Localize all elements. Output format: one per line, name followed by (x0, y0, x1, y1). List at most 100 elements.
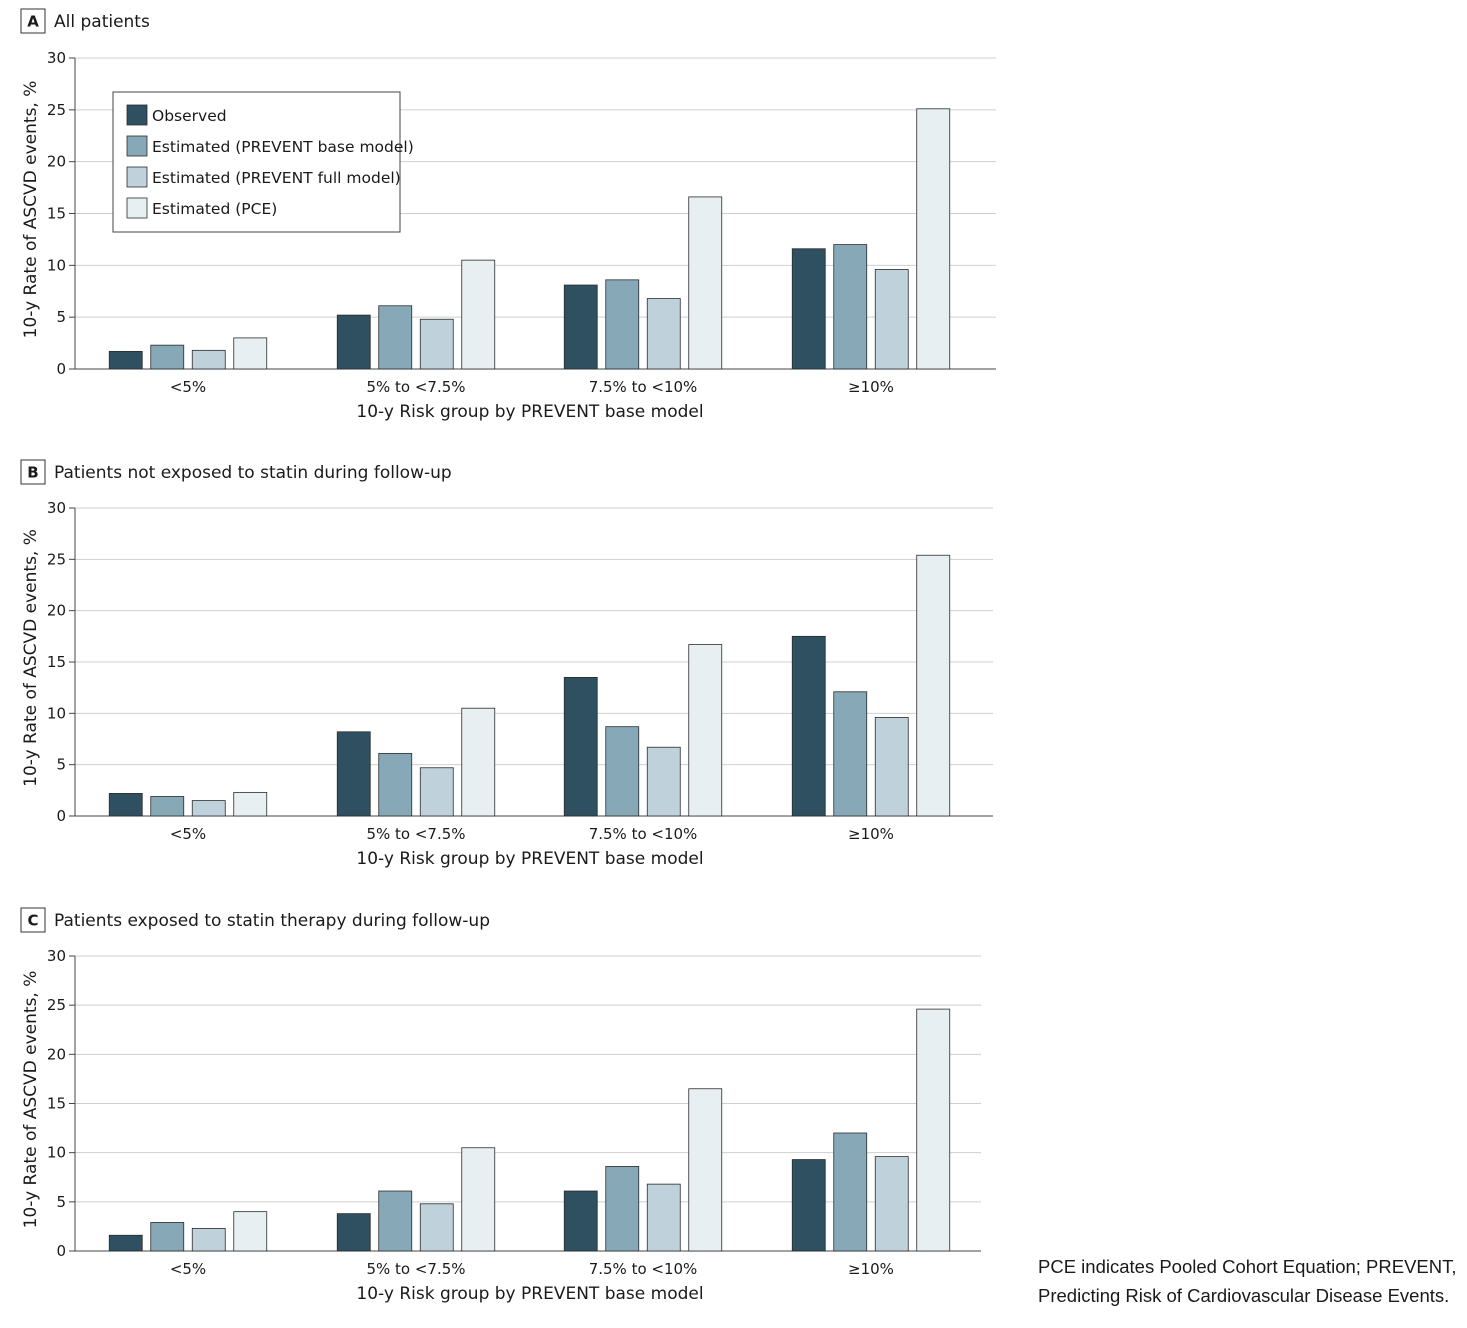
legend-swatch (126, 166, 148, 188)
y-tick-label: 10 (47, 256, 66, 274)
x-tick-label: 7.5% to <10% (589, 825, 698, 843)
legend-swatch (126, 104, 148, 126)
bar (150, 344, 185, 370)
panel-c: C Patients exposed to statin therapy duri… (20, 907, 981, 1304)
y-tick-label: 25 (47, 101, 66, 119)
x-tick-label: 7.5% to <10% (589, 378, 698, 396)
x-tick-label: <5% (170, 378, 206, 396)
bar (419, 767, 454, 817)
y-tick-label: 15 (47, 653, 66, 671)
panel-letter: C (27, 912, 38, 930)
panel-letter: B (27, 464, 38, 482)
x-tick-label: 5% to <7.5% (366, 1260, 465, 1278)
bar (791, 248, 826, 370)
y-tick-label: 10 (47, 1144, 66, 1162)
bar (916, 108, 951, 370)
bar (108, 1234, 143, 1252)
bar (108, 350, 143, 370)
x-tick-label: ≥10% (848, 825, 894, 843)
bar (605, 726, 640, 817)
bar (191, 1227, 226, 1252)
bar (419, 318, 454, 370)
y-tick-label: 30 (47, 49, 66, 67)
bar (791, 1159, 826, 1252)
bar (191, 349, 226, 370)
y-tick-label: 15 (47, 1095, 66, 1113)
legend-label: Estimated (PREVENT base model) (152, 138, 414, 156)
bar (378, 1190, 413, 1252)
bar (150, 1222, 185, 1252)
bar (688, 196, 723, 370)
bar (336, 314, 371, 370)
y-tick-label: 5 (56, 1193, 66, 1211)
bar (108, 793, 143, 817)
legend-label: Estimated (PCE) (152, 200, 277, 218)
panel-a: A All patients 0 5 10 15 20 25 30 10-y Rate of AS… (20, 8, 996, 422)
bar (646, 1183, 681, 1252)
bar (461, 707, 496, 817)
bar (688, 1088, 723, 1252)
bar (833, 1132, 868, 1252)
y-axis-title: 10-y Rate of ASCVD events, % (21, 529, 41, 787)
bar (191, 800, 226, 817)
bar (233, 791, 268, 817)
bar (233, 337, 268, 370)
legend-swatch (126, 197, 148, 219)
panel-letter-box (20, 8, 46, 34)
bar (605, 1166, 640, 1252)
panel-letter-box (20, 907, 46, 933)
y-tick-label: 20 (47, 1045, 66, 1063)
bar (916, 554, 951, 817)
bar (791, 635, 826, 817)
y-tick-label: 20 (47, 602, 66, 620)
bar (378, 752, 413, 817)
y-axis-title: 10-y Rate of ASCVD events, % (21, 81, 41, 339)
bar (563, 1190, 598, 1252)
bar (419, 1203, 454, 1252)
x-tick-label: ≥10% (848, 1260, 894, 1278)
x-axis-title: 10-y Risk group by PREVENT base model (356, 402, 703, 422)
bar (833, 244, 868, 370)
y-tick-label: 10 (47, 704, 66, 722)
bar (874, 269, 909, 370)
y-tick-label: 20 (47, 153, 66, 171)
bar (563, 677, 598, 817)
bar (233, 1211, 268, 1252)
panel-b: B Patients not exposed to statin during f… (20, 459, 993, 869)
y-tick-label: 5 (56, 308, 66, 326)
legend-label: Estimated (PREVENT full model) (152, 169, 401, 187)
bar (688, 644, 723, 817)
panel-letter: A (27, 13, 39, 31)
y-tick-label: 25 (47, 996, 66, 1014)
x-tick-label: 7.5% to <10% (589, 1260, 698, 1278)
panel-letter-box (20, 459, 46, 485)
x-tick-label: <5% (170, 825, 206, 843)
legend-label: Observed (152, 107, 227, 125)
legend-box (112, 91, 401, 233)
bar (916, 1008, 951, 1252)
panel-title: Patients exposed to statin therapy durin… (54, 911, 490, 931)
bar (336, 1213, 371, 1252)
bar (874, 717, 909, 817)
y-tick-label: 0 (56, 360, 66, 378)
footnote: PCE indicates Pooled Cohort Equation; PR… (1038, 1256, 1457, 1306)
y-tick-label: 5 (56, 756, 66, 774)
legend: Observed Estimated (PREVENT base model) Es… (112, 91, 414, 233)
bar (563, 284, 598, 370)
bar (461, 1147, 496, 1252)
x-tick-label: ≥10% (848, 378, 894, 396)
x-axis-title: 10-y Risk group by PREVENT base model (356, 849, 703, 869)
x-tick-label: 5% to <7.5% (366, 825, 465, 843)
y-axis-title: 10-y Rate of ASCVD events, % (21, 971, 41, 1229)
y-tick-label: 25 (47, 550, 66, 568)
bar (150, 796, 185, 817)
bar (336, 731, 371, 817)
x-tick-label: 5% to <7.5% (366, 378, 465, 396)
y-tick-label: 30 (47, 499, 66, 517)
y-tick-label: 15 (47, 205, 66, 223)
x-axis-title: 10-y Risk group by PREVENT base model (356, 1284, 703, 1304)
bar (874, 1156, 909, 1252)
legend-swatch (126, 135, 148, 157)
panel-title: Patients not exposed to statin during fo… (54, 463, 452, 483)
panel-title: All patients (54, 12, 150, 32)
